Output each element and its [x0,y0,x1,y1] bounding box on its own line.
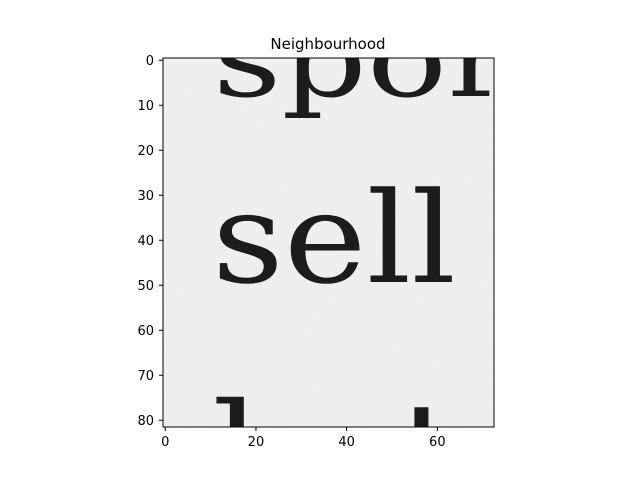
word-bottom: ket [212,375,460,480]
x-tick-label: 20 [248,435,265,450]
axes-frame [162,57,495,428]
y-tick-label: 50 [137,279,154,294]
y-tick-label: 60 [137,324,154,339]
y-tick-label: 20 [137,144,154,159]
y-tick-label: 30 [137,189,154,204]
word-middle: sell [212,165,456,312]
x-tick-label: 0 [161,435,169,450]
y-tick-label: 10 [137,99,154,114]
paper-background [163,58,494,427]
x-axis: 0 20 40 60 [161,427,446,450]
photo-image: spor sell ket [163,0,511,480]
y-tick-label: 40 [137,234,154,249]
x-tick-label: 60 [429,435,446,450]
word-top: spor [213,0,511,121]
x-tick-label: 40 [338,435,355,450]
y-tick-label: 70 [137,369,154,384]
y-tick-label: 0 [146,54,154,69]
y-axis: 0 10 20 30 40 50 60 70 80 [137,54,163,429]
figure-title: Neighbourhood [270,35,385,53]
y-tick-label: 80 [137,414,154,429]
